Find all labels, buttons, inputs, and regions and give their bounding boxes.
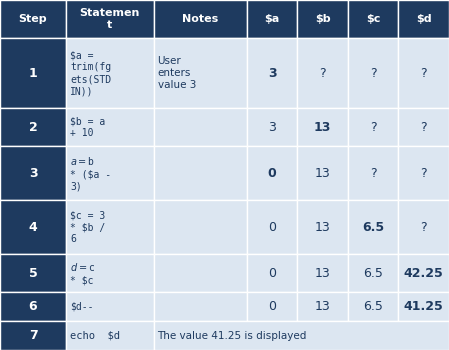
Bar <box>154 292 247 321</box>
Bar <box>154 254 247 292</box>
Text: $c = 3
* $b /
6: $c = 3 * $b / 6 <box>70 210 106 244</box>
Text: 13: 13 <box>314 121 331 134</box>
Text: echo  $d: echo $d <box>70 330 120 341</box>
Text: 3: 3 <box>29 167 37 180</box>
Bar <box>0 108 66 146</box>
Text: $a: $a <box>264 14 280 24</box>
Bar <box>66 254 154 292</box>
Bar <box>154 146 247 200</box>
Text: ?: ? <box>420 66 427 79</box>
Text: ?: ? <box>370 66 377 79</box>
Bar <box>247 200 297 254</box>
Text: 3: 3 <box>268 66 277 79</box>
Bar <box>297 146 348 200</box>
Bar <box>398 146 449 200</box>
Text: $d--: $d-- <box>70 302 93 312</box>
Bar <box>297 0 348 38</box>
Text: 0: 0 <box>268 300 276 313</box>
Text: Notes: Notes <box>182 14 218 24</box>
Text: $d: $d <box>416 14 431 24</box>
Text: 0: 0 <box>268 267 276 280</box>
Text: Statemen
t: Statemen t <box>79 8 140 30</box>
Text: $a = $b
* ($a -
3): $a = $b * ($a - 3) <box>70 155 111 191</box>
Bar <box>154 200 247 254</box>
Bar <box>154 321 449 350</box>
Bar <box>66 292 154 321</box>
Bar <box>66 108 154 146</box>
Text: 13: 13 <box>315 167 330 180</box>
Text: 13: 13 <box>315 221 330 234</box>
Bar <box>247 108 297 146</box>
Bar <box>398 38 449 108</box>
Text: 0: 0 <box>268 221 276 234</box>
Text: Step: Step <box>19 14 47 24</box>
Bar <box>348 200 398 254</box>
Text: $b: $b <box>315 14 330 24</box>
Bar <box>0 200 66 254</box>
Text: 6.5: 6.5 <box>363 300 383 313</box>
Text: ?: ? <box>370 167 377 180</box>
Text: 13: 13 <box>315 300 330 313</box>
Text: $d = $c
* $c: $d = $c * $c <box>70 261 95 285</box>
Text: $b = a
+ 10: $b = a + 10 <box>70 116 106 138</box>
Bar <box>0 321 66 350</box>
Text: 7: 7 <box>29 329 37 342</box>
Bar <box>297 200 348 254</box>
Text: ?: ? <box>420 121 427 134</box>
Text: ?: ? <box>319 66 326 79</box>
Bar <box>0 0 66 38</box>
Bar <box>398 200 449 254</box>
Text: 3: 3 <box>268 121 276 134</box>
Bar <box>398 292 449 321</box>
Bar <box>66 200 154 254</box>
Text: 41.25: 41.25 <box>404 300 444 313</box>
Text: 6.5: 6.5 <box>363 267 383 280</box>
Bar <box>348 146 398 200</box>
Bar <box>66 0 154 38</box>
Text: $a =
trim(fg
ets(STD
IN)): $a = trim(fg ets(STD IN)) <box>70 50 111 96</box>
Bar <box>154 0 247 38</box>
Text: User
enters
value 3: User enters value 3 <box>158 56 196 90</box>
Bar <box>0 38 66 108</box>
Text: 6.5: 6.5 <box>362 221 384 234</box>
Text: 1: 1 <box>29 66 37 79</box>
Text: ?: ? <box>420 221 427 234</box>
Bar <box>247 146 297 200</box>
Text: 5: 5 <box>29 267 37 280</box>
Bar <box>66 321 154 350</box>
Text: ?: ? <box>370 121 377 134</box>
Bar <box>0 292 66 321</box>
Text: 4: 4 <box>29 221 37 234</box>
Bar <box>348 108 398 146</box>
Text: 0: 0 <box>268 167 277 180</box>
Bar <box>66 38 154 108</box>
Bar <box>398 0 449 38</box>
Bar <box>154 108 247 146</box>
Bar <box>0 254 66 292</box>
Bar <box>348 0 398 38</box>
Text: $c: $c <box>366 14 380 24</box>
Text: ?: ? <box>420 167 427 180</box>
Bar <box>297 38 348 108</box>
Bar <box>297 292 348 321</box>
Bar <box>66 146 154 200</box>
Bar <box>297 254 348 292</box>
Text: 13: 13 <box>315 267 330 280</box>
Text: The value 41.25 is displayed: The value 41.25 is displayed <box>158 330 307 341</box>
Bar <box>398 254 449 292</box>
Bar <box>247 254 297 292</box>
Text: 2: 2 <box>29 121 37 134</box>
Bar <box>348 254 398 292</box>
Bar <box>348 292 398 321</box>
Bar <box>348 38 398 108</box>
Bar <box>154 38 247 108</box>
Text: 42.25: 42.25 <box>404 267 444 280</box>
Bar <box>247 38 297 108</box>
Bar <box>247 0 297 38</box>
Text: 6: 6 <box>29 300 37 313</box>
Bar <box>398 108 449 146</box>
Bar <box>0 146 66 200</box>
Bar <box>247 292 297 321</box>
Bar <box>297 108 348 146</box>
